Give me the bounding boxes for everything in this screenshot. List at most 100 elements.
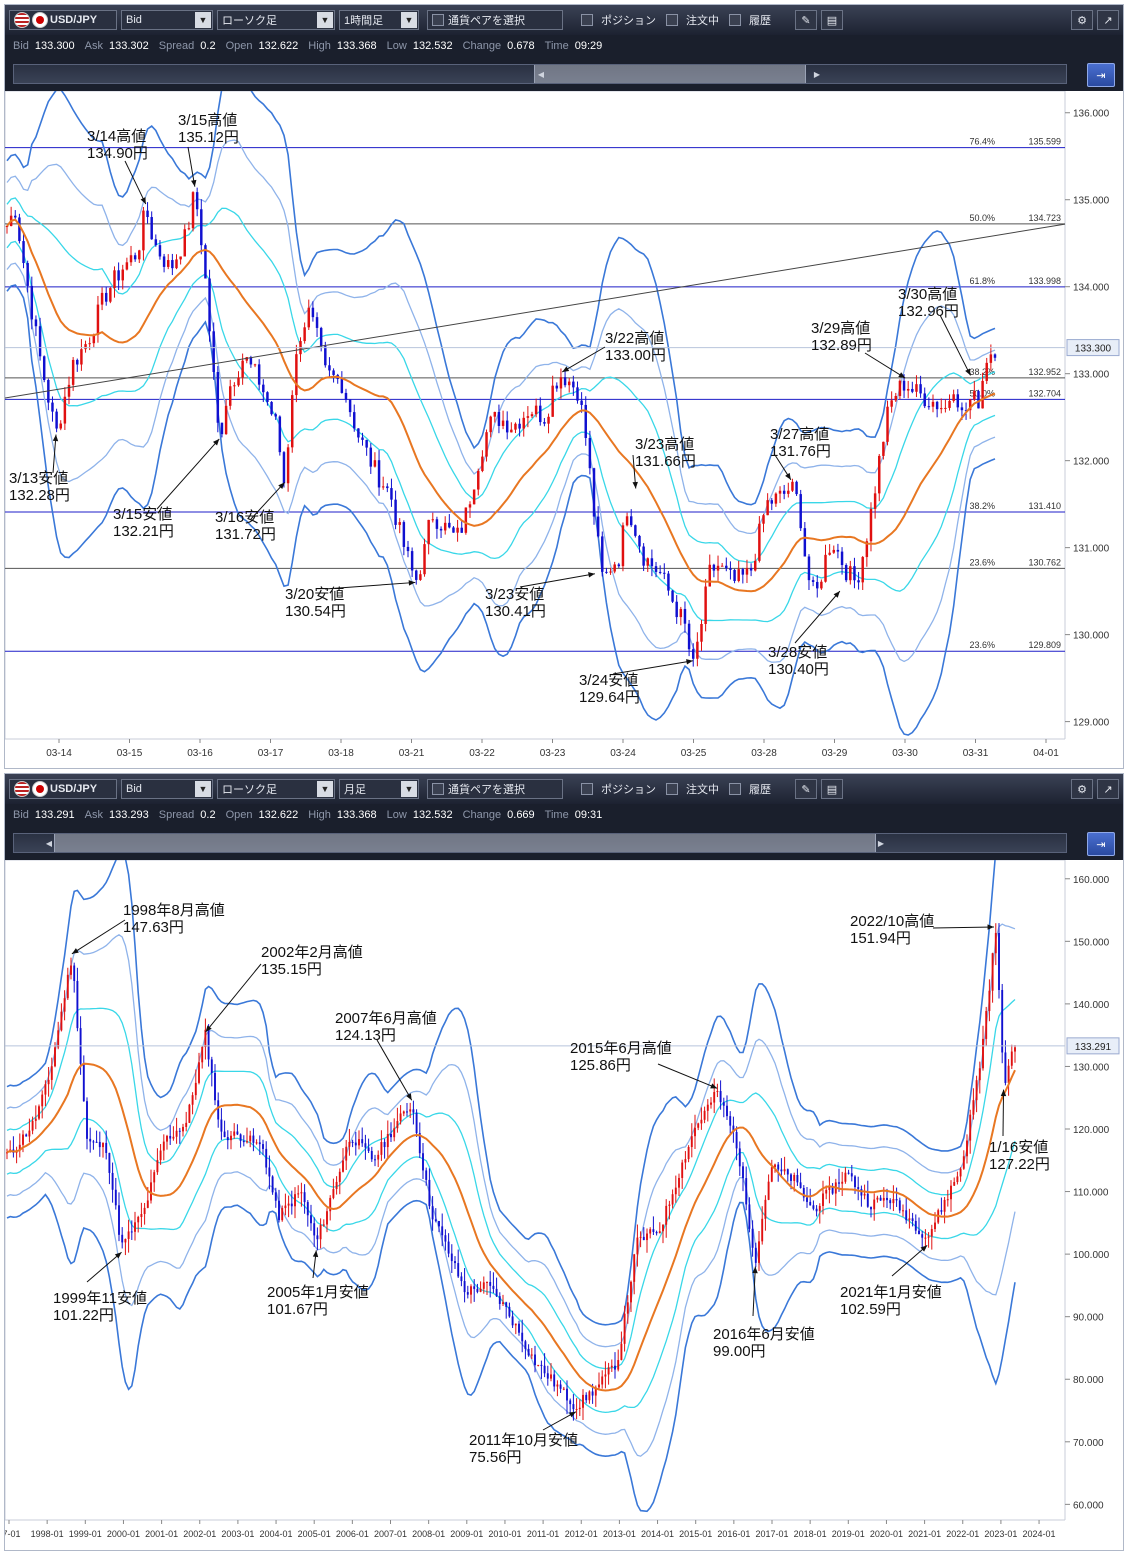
- arrow-head: [965, 368, 971, 376]
- gear-icon[interactable]: ⚙: [1071, 10, 1093, 30]
- candle-body: [1001, 989, 1004, 1053]
- candle-body: [777, 1164, 780, 1170]
- candle-body: [914, 1220, 917, 1231]
- candle-body: [127, 1231, 130, 1239]
- candle-body: [109, 288, 112, 302]
- candle-body: [521, 1332, 524, 1342]
- fib-label: 38.2%: [969, 501, 995, 511]
- annotation-price: 132.21円: [113, 523, 174, 540]
- candle-body: [365, 439, 368, 448]
- candle-body: [527, 1348, 530, 1356]
- scroll-latest-button[interactable]: ⇥: [1087, 63, 1115, 87]
- candle-body: [530, 1354, 533, 1356]
- annotation-price: 131.66円: [635, 453, 696, 470]
- pair-selector[interactable]: USD/JPY: [9, 10, 117, 30]
- navigator-window[interactable]: [54, 834, 876, 852]
- gear-icon[interactable]: ⚙: [1071, 779, 1093, 799]
- candle-body: [911, 388, 914, 392]
- timeframe-select[interactable]: 1時間足 ▼: [339, 10, 419, 30]
- select-pair-checkbox[interactable]: [432, 14, 444, 26]
- candle-body: [326, 1211, 328, 1225]
- candle-body: [361, 437, 364, 440]
- annotation-price: 134.90円: [87, 145, 148, 162]
- y-tick-label: 120.000: [1073, 1125, 1110, 1136]
- history-checkbox[interactable]: [729, 14, 741, 26]
- candle-body: [944, 407, 947, 409]
- annotation-date: 3/14高値: [87, 128, 146, 145]
- navigator-scrollbar[interactable]: ◀ ▶: [13, 833, 1067, 853]
- candle-body: [610, 1365, 613, 1368]
- candle-body: [831, 1186, 834, 1194]
- x-tick-label: 2008-01: [412, 1529, 445, 1539]
- orders-checkbox[interactable]: [666, 783, 678, 795]
- candle-body: [687, 1147, 690, 1160]
- candle-body: [454, 1261, 456, 1264]
- indicator-button[interactable]: ▤: [821, 10, 843, 30]
- select-pair-label: 通貨ペアを選択: [448, 15, 525, 27]
- chart-type-select[interactable]: ローソク足 ▼: [217, 10, 335, 30]
- select-pair-checkbox[interactable]: [432, 783, 444, 795]
- navigator-left-arrow[interactable]: ◀: [45, 838, 53, 848]
- history-checkbox[interactable]: [729, 783, 741, 795]
- candle-body: [854, 1176, 856, 1188]
- change-value: 0.678: [507, 40, 535, 52]
- candle-body: [66, 974, 69, 999]
- y-tick-label: 160.000: [1073, 875, 1110, 886]
- candle-body: [572, 381, 575, 388]
- y-tick-label: 133.000: [1073, 370, 1110, 381]
- candle-body: [104, 292, 108, 302]
- indicator-button[interactable]: ▤: [821, 779, 843, 799]
- popout-icon[interactable]: ↗: [1097, 779, 1119, 799]
- navigator-scrollbar[interactable]: ◀ ▶: [13, 64, 1067, 84]
- candle-body: [617, 564, 621, 567]
- candle-body: [237, 377, 240, 386]
- annotation-arrow: [1002, 1089, 1005, 1137]
- candle-body: [322, 1224, 325, 1226]
- candle-body: [850, 1173, 853, 1177]
- candle-body: [270, 401, 273, 415]
- candle-body: [940, 1210, 943, 1212]
- candle-body: [210, 1059, 213, 1073]
- pair-selector[interactable]: USD/JPY: [9, 779, 117, 799]
- candle-body: [735, 1132, 738, 1149]
- candle-body: [332, 1189, 335, 1198]
- ask-value: 133.293: [109, 809, 149, 821]
- chart-type-select[interactable]: ローソク足 ▼: [217, 779, 335, 799]
- candle-body: [153, 1172, 156, 1183]
- candle-body: [518, 423, 521, 429]
- candle-body: [246, 1141, 248, 1143]
- annotation-date: 2007年6月高値: [335, 1010, 437, 1027]
- candle-body: [374, 1159, 376, 1161]
- position-checkbox[interactable]: [581, 14, 593, 26]
- annotation-arrow: [864, 352, 906, 379]
- candle-body: [614, 1365, 616, 1370]
- arrow-head: [752, 1266, 758, 1274]
- draw-tool-button[interactable]: ✎: [795, 10, 817, 30]
- candle-body: [700, 1119, 703, 1124]
- position-checkbox[interactable]: [581, 783, 593, 795]
- y-tick-label: 110.000: [1073, 1188, 1109, 1199]
- candle-body: [625, 516, 629, 526]
- draw-tool-button[interactable]: ✎: [795, 779, 817, 799]
- navigator-right-arrow[interactable]: ▶: [813, 69, 821, 79]
- navigator-window[interactable]: [534, 65, 806, 83]
- annotation-arrow: [324, 581, 416, 590]
- chevron-down-icon: ▼: [195, 781, 211, 797]
- popout-icon[interactable]: ↗: [1097, 10, 1119, 30]
- navigator-right-arrow[interactable]: ▶: [877, 838, 885, 848]
- select-pair-button[interactable]: 通貨ペアを選択: [427, 779, 563, 799]
- price-type-select[interactable]: Bid ▼: [121, 779, 213, 799]
- candle-body: [357, 428, 360, 438]
- candle-body: [175, 1130, 178, 1137]
- select-pair-button[interactable]: 通貨ペアを選択: [427, 10, 563, 30]
- price-type-select[interactable]: Bid ▼: [121, 10, 213, 30]
- scroll-latest-button[interactable]: ⇥: [1087, 832, 1115, 856]
- navigator-left-arrow[interactable]: ◀: [537, 69, 545, 79]
- candle-body: [911, 1218, 914, 1221]
- orders-checkbox[interactable]: [666, 14, 678, 26]
- candle-body: [758, 1241, 760, 1263]
- annotation-price: 99.00円: [713, 1343, 766, 1360]
- timeframe-select[interactable]: 月足 ▼: [339, 779, 419, 799]
- candle-body: [726, 1105, 728, 1117]
- candle-body: [214, 1072, 216, 1101]
